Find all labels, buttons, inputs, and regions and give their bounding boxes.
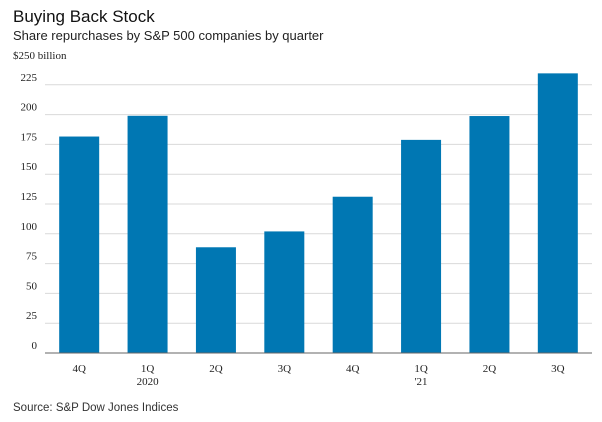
x-tick-label: 3Q xyxy=(278,363,292,375)
y-tick-label: 75 xyxy=(26,251,38,263)
bar-chart: 0 25 50 75 100 125 150 175 200 225 $250 billion 4… xyxy=(13,50,592,388)
y-tick-label: 150 xyxy=(21,161,38,173)
chart-title: Buying Back Stock xyxy=(13,7,155,26)
bar-2 xyxy=(127,115,168,354)
chart-subtitle: Share repurchases by S&P 500 companies b… xyxy=(13,28,324,43)
y-tick-label: 25 xyxy=(26,310,38,322)
bar-8 xyxy=(537,73,578,353)
gridlines xyxy=(45,84,592,324)
y-axis-unit-label: $250 billion xyxy=(13,50,67,62)
y-tick-label: 50 xyxy=(26,280,38,292)
y-tick-label: 175 xyxy=(21,131,38,143)
y-tick-label: 225 xyxy=(21,72,38,84)
x-tick-label: 1Q xyxy=(414,363,428,375)
x-tick-label: 1Q xyxy=(141,363,155,375)
y-axis-ticks: 0 25 50 75 100 125 150 175 200 225 xyxy=(21,72,38,352)
bar-7 xyxy=(469,116,510,354)
y-tick-label: 0 xyxy=(32,340,38,352)
y-tick-label: 125 xyxy=(21,191,38,203)
y-tick-label: 100 xyxy=(21,221,38,233)
source-note: Source: S&P Dow Jones Indices xyxy=(13,402,179,414)
x-tick-sublabel: 2020 xyxy=(137,376,160,388)
x-tick-label: 2Q xyxy=(483,363,497,375)
x-tick-label: 3Q xyxy=(551,363,565,375)
bar-5 xyxy=(332,196,373,353)
x-tick-sublabel: '21 xyxy=(415,376,428,388)
y-tick-label: 200 xyxy=(21,102,38,114)
bar-6 xyxy=(401,139,442,353)
bars xyxy=(59,73,578,354)
x-tick-label: 4Q xyxy=(346,363,360,375)
x-tick-label: 4Q xyxy=(72,363,86,375)
bar-1 xyxy=(59,136,100,353)
bar-4 xyxy=(264,231,305,353)
bar-3 xyxy=(195,247,236,353)
x-tick-label: 2Q xyxy=(209,363,223,375)
